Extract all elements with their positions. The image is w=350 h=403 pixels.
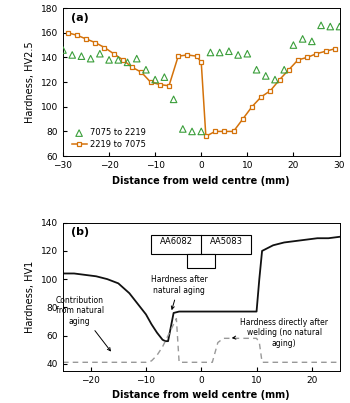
2219 to 7075 [102, 45, 106, 50]
2219 to 7075 [241, 117, 245, 122]
X-axis label: Distance from weld centre (mm): Distance from weld centre (mm) [112, 390, 290, 400]
2219 to 7075 [268, 88, 272, 93]
Text: AA6082: AA6082 [160, 237, 193, 245]
2219 to 7075 [287, 67, 291, 72]
2219 to 7075 [213, 129, 217, 134]
7075 to 2219 [245, 50, 250, 57]
2219 to 7075 [167, 83, 171, 88]
2219 to 7075 [93, 40, 97, 45]
Text: (b): (b) [71, 227, 89, 237]
7075 to 2219 [143, 66, 149, 73]
2219 to 7075 [186, 52, 190, 57]
Text: Contribution
from natural
aging: Contribution from natural aging [56, 296, 110, 351]
Legend: 7075 to 2219, 2219 to 7075: 7075 to 2219, 2219 to 7075 [70, 127, 147, 150]
7075 to 2219 [235, 52, 241, 58]
Y-axis label: Hardness, HV1: Hardness, HV1 [25, 261, 35, 333]
Y-axis label: Hardness, HV2.5: Hardness, HV2.5 [25, 41, 35, 123]
7075 to 2219 [162, 74, 167, 80]
7075 to 2219 [208, 49, 213, 56]
2219 to 7075 [65, 30, 70, 35]
7075 to 2219 [328, 23, 333, 30]
2219 to 7075 [75, 33, 79, 37]
2219 to 7075 [314, 51, 318, 56]
7075 to 2219 [180, 126, 186, 132]
7075 to 2219 [171, 96, 176, 103]
2219 to 7075 [148, 80, 153, 85]
7075 to 2219 [318, 22, 324, 29]
2219 to 7075 [112, 51, 116, 56]
2219 to 7075 [139, 70, 144, 75]
Bar [188, 254, 215, 268]
7075 to 2219 [189, 128, 195, 135]
7075 to 2219 [290, 42, 296, 48]
Text: Hardness after
natural aging: Hardness after natural aging [151, 275, 208, 309]
2219 to 7075 [323, 49, 328, 54]
7075 to 2219 [97, 50, 103, 57]
7075 to 2219 [272, 77, 278, 83]
2219 to 7075 [121, 58, 125, 62]
7075 to 2219 [134, 56, 140, 62]
2219 to 7075 [250, 104, 254, 109]
2219 to 7075 [84, 37, 88, 42]
2219 to 7075 [199, 60, 203, 65]
Text: (a): (a) [71, 12, 89, 23]
7075 to 2219 [152, 77, 158, 83]
7075 to 2219 [217, 49, 223, 56]
2219 to 7075 [130, 65, 134, 70]
2219 to 7075 [158, 82, 162, 87]
2219 to 7075 [195, 54, 199, 58]
7075 to 2219 [300, 36, 306, 42]
7075 to 2219 [125, 59, 130, 66]
7075 to 2219 [60, 47, 66, 53]
X-axis label: Distance from weld centre (mm): Distance from weld centre (mm) [112, 176, 290, 185]
7075 to 2219 [309, 38, 315, 45]
7075 to 2219 [69, 52, 75, 58]
2219 to 7075 [231, 129, 236, 134]
7075 to 2219 [254, 66, 259, 73]
7075 to 2219 [79, 53, 84, 59]
2219 to 7075 [333, 46, 337, 51]
2219 to 7075 [176, 54, 180, 58]
Text: AA5083: AA5083 [210, 237, 243, 245]
2219 to 7075 [259, 94, 263, 99]
Text: Hardness directly after
welding (no natural
aging): Hardness directly after welding (no natu… [233, 318, 328, 348]
7075 to 2219 [263, 73, 268, 79]
2219 to 7075 [296, 58, 300, 62]
2219 to 7075 [305, 55, 309, 60]
2219 to 7075 [278, 77, 282, 82]
7075 to 2219 [337, 23, 342, 30]
Line: 2219 to 7075: 2219 to 7075 [65, 30, 337, 139]
7075 to 2219 [106, 57, 112, 63]
7075 to 2219 [281, 66, 287, 73]
7075 to 2219 [116, 57, 121, 63]
7075 to 2219 [198, 128, 204, 135]
7075 to 2219 [226, 48, 232, 54]
Bar [152, 235, 251, 254]
2219 to 7075 [222, 129, 226, 134]
2219 to 7075 [204, 134, 208, 139]
7075 to 2219 [88, 56, 93, 62]
